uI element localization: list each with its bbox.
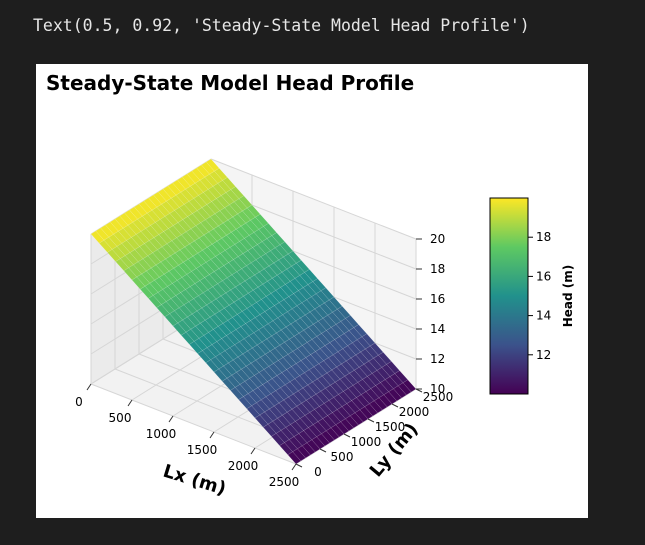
surface-cell <box>335 421 350 435</box>
colorbar-tick-label: 14 <box>536 309 551 323</box>
figure: Steady-State Model Head Profile 0 500 1000… <box>36 64 588 518</box>
x-tick-label: 2500 <box>269 475 300 489</box>
y-tick-label: 2500 <box>423 390 454 404</box>
z-tick-label: 18 <box>430 262 445 276</box>
surface-cell <box>321 430 335 444</box>
x-tick-label: 0 <box>75 395 83 409</box>
floor-gridline <box>90 383 297 465</box>
colorbar-label: Head (m) <box>561 265 575 328</box>
surface-cell <box>311 436 326 450</box>
y-tick-mark <box>343 433 351 438</box>
y-tick-label: 500 <box>331 450 354 464</box>
z-tick-label: 12 <box>430 352 445 366</box>
colorbar-tick-label: 16 <box>536 269 551 283</box>
surface-cell <box>383 391 398 405</box>
x-tick-mark <box>209 431 215 439</box>
surface-cell <box>287 451 302 465</box>
y-tick-mark <box>319 448 327 453</box>
y-tick-mark <box>295 463 303 468</box>
x-axis-label: Lx (m) <box>161 461 229 500</box>
surface-cell <box>393 385 407 399</box>
y-tick-label: 0 <box>314 465 322 479</box>
x-tick-mark <box>168 415 174 423</box>
surface-cell <box>297 445 311 459</box>
x-tick-mark <box>250 447 256 455</box>
y-tick-label: 2000 <box>399 405 430 419</box>
axis-ticks: 0500100015002000250005001000150020002500… <box>75 232 453 489</box>
z-tick-label: 10 <box>430 382 445 396</box>
y-tick-label: 1500 <box>375 420 406 434</box>
x-tick-label: 1500 <box>187 443 218 457</box>
x-tick-mark <box>127 399 133 407</box>
z-tick-label: 14 <box>430 322 445 336</box>
z-tick-label: 20 <box>430 232 445 246</box>
x-tick-mark <box>86 383 92 391</box>
x-tick-label: 1000 <box>146 427 177 441</box>
surface-plot: Steady-State Model Head Profile 05001000… <box>46 71 575 500</box>
cell-output-text: Text(0.5, 0.92, 'Steady-State Model Head… <box>33 16 530 35</box>
y-tick-mark <box>367 418 375 423</box>
surface-cell <box>369 400 383 414</box>
surface-cell <box>359 406 374 420</box>
colorbar-ticks: 12 14 16 18 <box>528 230 551 362</box>
back-gridline <box>210 158 417 240</box>
colorbar-tick-label: 12 <box>536 348 551 362</box>
x-tick-label: 500 <box>109 411 132 425</box>
y-tick-mark <box>391 403 399 408</box>
x-tick-label: 2000 <box>228 459 259 473</box>
z-tick-label: 16 <box>430 292 445 306</box>
chart-title: Steady-State Model Head Profile <box>46 71 414 95</box>
colorbar <box>489 197 529 395</box>
x-tick-mark <box>291 463 297 471</box>
y-tick-label: 1000 <box>351 435 382 449</box>
surface-cell <box>345 415 359 429</box>
surface-mesh <box>90 158 417 465</box>
colorbar-tick-label: 18 <box>536 230 551 244</box>
